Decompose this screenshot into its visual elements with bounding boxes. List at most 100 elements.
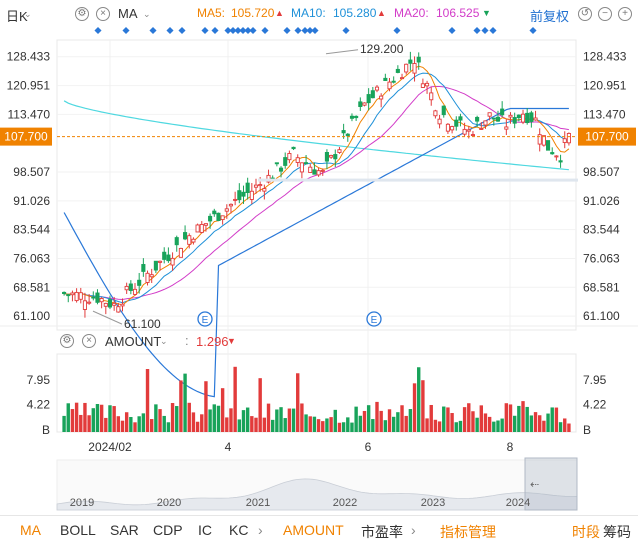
candle-body bbox=[187, 235, 192, 245]
volume-bar bbox=[175, 406, 179, 432]
tab-ic[interactable]: IC bbox=[198, 522, 212, 538]
candle-body bbox=[216, 212, 221, 222]
settings-gear-icon[interactable]: ⚙ bbox=[75, 7, 89, 21]
candle-body bbox=[550, 152, 555, 155]
candle-body bbox=[157, 260, 163, 263]
price-tick-right: 61.100 bbox=[583, 309, 620, 323]
volume-bar bbox=[454, 422, 458, 432]
stock-chart[interactable]: 128.433 128.433 120.951 120.951 113.470 113.4… bbox=[0, 0, 638, 515]
signal-diamond bbox=[283, 26, 291, 35]
candle-body bbox=[195, 224, 200, 233]
tab-kc[interactable]: KC bbox=[229, 522, 249, 538]
tab-time-period[interactable]: 时段 bbox=[572, 524, 600, 540]
tabs-next-icon[interactable]: › bbox=[258, 522, 263, 538]
minus-icon[interactable]: − bbox=[598, 7, 612, 21]
volume-bar bbox=[471, 411, 475, 432]
indicator-dropdown-icon[interactable]: ⌄ bbox=[143, 9, 151, 19]
volume-dropdown-icon[interactable]: ⌄ bbox=[160, 336, 168, 346]
volume-bar bbox=[341, 422, 346, 432]
candle-body bbox=[458, 116, 463, 121]
candle-body bbox=[566, 133, 571, 144]
volume-bar bbox=[517, 405, 521, 432]
overview-year-label: 2020 bbox=[157, 497, 181, 509]
period-dropdown-icon[interactable]: ⌄ bbox=[24, 9, 32, 19]
candle-body bbox=[491, 117, 496, 120]
candle-body bbox=[262, 188, 267, 192]
candle-body bbox=[145, 272, 150, 283]
volume-settings-icon[interactable]: ⚙ bbox=[60, 334, 74, 348]
volume-close-icon[interactable]: × bbox=[82, 334, 96, 348]
candle-body bbox=[504, 126, 509, 130]
signal-diamond bbox=[234, 26, 242, 35]
ma5-value: 105.720 bbox=[231, 6, 275, 20]
tab-boll[interactable]: BOLL bbox=[60, 522, 96, 538]
tab-amount[interactable]: AMOUNT bbox=[283, 522, 344, 538]
indicator-manage-button[interactable]: 指标管理 bbox=[440, 524, 496, 540]
reset-icon[interactable]: ↺ bbox=[578, 7, 592, 21]
date-tick-label: 8 bbox=[507, 440, 514, 454]
candle-body bbox=[462, 128, 467, 135]
tab-ma[interactable]: MA bbox=[20, 522, 41, 538]
volume-tick-right: 4.22 bbox=[583, 397, 607, 411]
volume-tick-left: B bbox=[42, 423, 50, 437]
candle-body bbox=[395, 68, 400, 73]
volume-tick-left: 7.95 bbox=[27, 373, 51, 387]
volume-bar bbox=[79, 414, 83, 432]
adjust-selector[interactable]: 前复权 bbox=[530, 9, 570, 24]
close-indicator-icon[interactable]: × bbox=[96, 7, 110, 21]
tab-pe-ratio[interactable]: 市盈率 bbox=[361, 524, 403, 540]
candle-body bbox=[437, 118, 442, 125]
candle-body bbox=[370, 90, 375, 99]
candle-body bbox=[291, 146, 296, 150]
signal-diamond bbox=[166, 26, 174, 35]
volume-bar bbox=[120, 420, 125, 432]
candle-body bbox=[212, 210, 217, 215]
volume-bar bbox=[258, 378, 262, 432]
tab-cdp[interactable]: CDP bbox=[153, 522, 183, 538]
volume-bar bbox=[350, 422, 354, 432]
volume-bar bbox=[546, 413, 550, 432]
ma10-label: MA10: bbox=[291, 6, 326, 20]
volume-separator: : bbox=[185, 333, 189, 348]
ma20-line bbox=[64, 86, 569, 301]
tab-sar[interactable]: SAR bbox=[110, 522, 139, 538]
volume-bar bbox=[204, 381, 208, 432]
candle-body bbox=[191, 238, 196, 243]
candle-body bbox=[91, 296, 96, 299]
overview-year-label: 2024 bbox=[506, 497, 530, 509]
candle-body bbox=[383, 77, 388, 81]
volume-indicator-label[interactable]: AMOUNT bbox=[105, 334, 162, 349]
volume-bar bbox=[200, 414, 204, 432]
volume-bar bbox=[212, 404, 216, 432]
candle-body bbox=[529, 112, 534, 122]
indicator-selector[interactable]: MA bbox=[118, 6, 138, 21]
volume-bar bbox=[74, 402, 79, 432]
tabs-next-icon-2[interactable]: › bbox=[411, 522, 416, 538]
candle-body bbox=[87, 301, 92, 304]
volume-bar bbox=[475, 417, 479, 432]
date-tick-label: 4 bbox=[225, 440, 232, 454]
candle-body bbox=[354, 115, 359, 119]
candle-body bbox=[316, 170, 321, 176]
volume-bar bbox=[508, 404, 513, 432]
candle-body bbox=[112, 302, 117, 306]
volume-bar bbox=[191, 412, 196, 432]
tab-chips[interactable]: 筹码 bbox=[603, 524, 631, 540]
volume-bar bbox=[321, 421, 325, 432]
ma5-line bbox=[64, 65, 570, 306]
candle-body bbox=[349, 115, 355, 119]
period-selector[interactable]: 日K bbox=[6, 9, 28, 24]
volume-bar bbox=[66, 403, 70, 432]
volume-bar bbox=[70, 409, 75, 432]
candle-body bbox=[483, 120, 488, 126]
price-tick-left: 98.507 bbox=[13, 165, 50, 179]
signal-diamond bbox=[294, 26, 302, 35]
plus-icon[interactable]: + bbox=[618, 7, 632, 21]
candle-body bbox=[174, 237, 179, 246]
volume-bar bbox=[129, 417, 133, 432]
volume-bar bbox=[483, 413, 488, 432]
candle-body bbox=[233, 198, 238, 201]
current-price-right: 107.700 bbox=[585, 130, 629, 144]
volume-bar bbox=[158, 409, 162, 432]
candle-body bbox=[304, 162, 309, 165]
